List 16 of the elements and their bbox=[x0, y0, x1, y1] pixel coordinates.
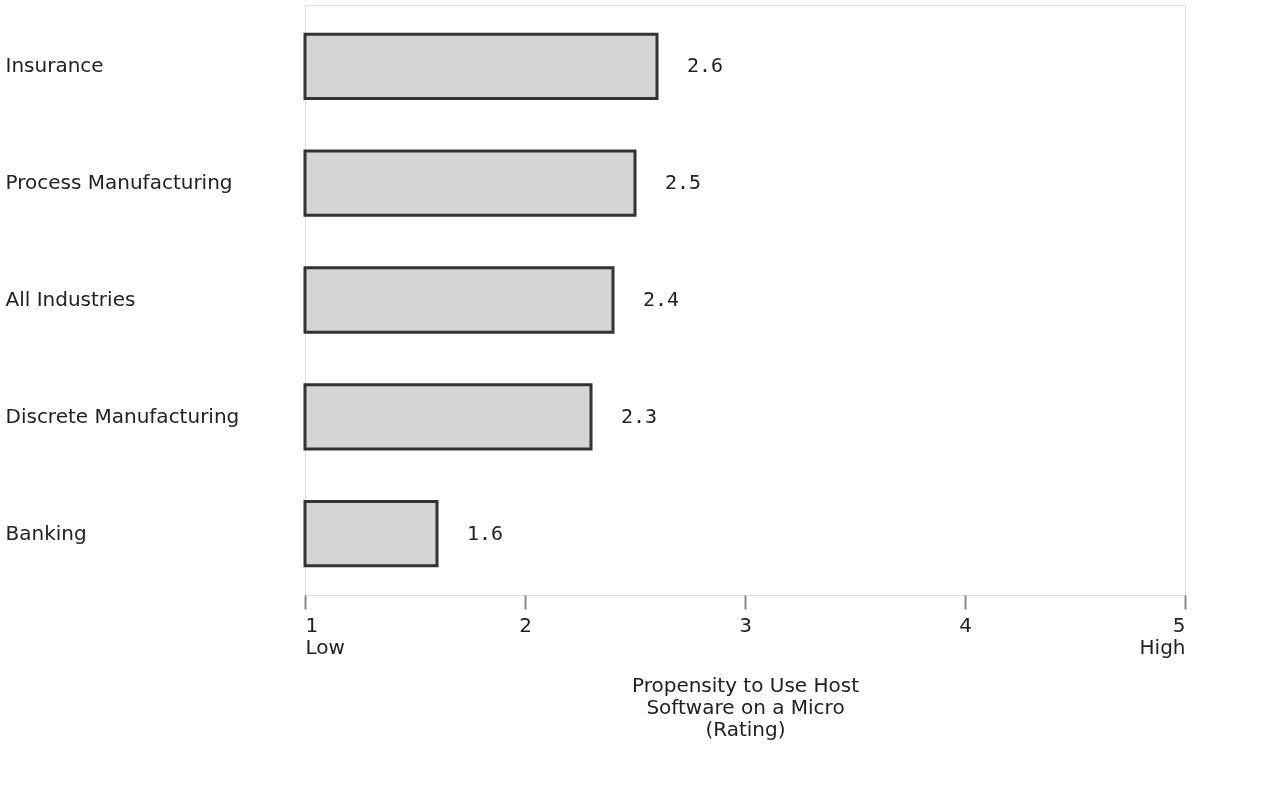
x-tick-label: 1 Low bbox=[305, 612, 345, 659]
y-tick-label: Discrete Manufacturing bbox=[5, 403, 240, 428]
data-label: 2.5 bbox=[665, 170, 702, 195]
y-tick-label: Insurance bbox=[5, 53, 104, 78]
y-tick-label: Process Manufacturing bbox=[5, 170, 233, 195]
x-tick-label: 4 bbox=[959, 612, 972, 637]
data-label: 2.6 bbox=[687, 53, 724, 78]
y-tick-label: All Industries bbox=[5, 287, 136, 311]
x-tick-label: 2 bbox=[519, 612, 532, 637]
data-label: 1.6 bbox=[467, 520, 504, 545]
data-label: 2.4 bbox=[643, 287, 680, 311]
x-tick-label: 3 bbox=[739, 612, 752, 637]
x-tick-label: 5 High bbox=[1139, 612, 1186, 659]
x-axis-title: Propensity to Use Host Software on a Micro (Rating) bbox=[631, 672, 860, 741]
data-label: 2.3 bbox=[621, 403, 658, 428]
y-tick-label: Banking bbox=[5, 520, 87, 545]
